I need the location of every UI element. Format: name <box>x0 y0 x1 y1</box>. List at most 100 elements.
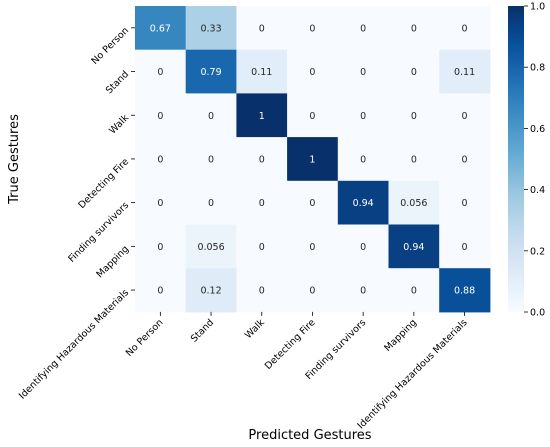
y-axis-title: True Gestures <box>7 114 22 205</box>
heatmap-cell <box>337 268 389 313</box>
cell-value-label: 0 <box>309 242 315 253</box>
cell-value-label: 0 <box>360 154 366 165</box>
cell-value-label: 0 <box>208 154 214 165</box>
x-tick-label: Mapping <box>382 317 419 354</box>
cell-value-label: 0 <box>259 286 265 297</box>
heatmap-cell <box>135 180 187 225</box>
colorbar-tick-label: 0.6 <box>530 124 545 135</box>
cell-value-label: 0 <box>411 286 417 297</box>
cell-value-label: 0 <box>309 111 315 122</box>
heatmap-cell <box>287 268 339 313</box>
heatmap-cell <box>287 137 339 182</box>
heatmap-cell <box>287 180 339 225</box>
cell-value-label: 0 <box>259 154 265 165</box>
heatmap-cell <box>337 224 389 269</box>
cell-value-label: 0.94 <box>403 242 424 253</box>
heatmap-cell <box>439 6 491 51</box>
cell-value-label: 0 <box>360 286 366 297</box>
colorbar-ticks: 0.0 0.2 0.4 0.6 0.8 1.0 <box>524 2 545 319</box>
cell-value-label: 0 <box>309 23 315 34</box>
cell-value-label: 0 <box>411 23 417 34</box>
y-tick-label: No Person <box>89 25 131 67</box>
heatmap-cell <box>337 137 389 182</box>
heatmap-cell <box>388 93 440 138</box>
heatmap-cell <box>135 268 187 313</box>
heatmap-cell <box>236 224 288 269</box>
cell-value-label: 0 <box>462 111 468 122</box>
x-tick-label: No Person <box>124 317 166 359</box>
heatmap-cell <box>439 93 491 138</box>
x-tick-label: Detecting Fire <box>263 317 318 372</box>
y-tick-label: Walk <box>107 112 131 136</box>
heatmap-cell <box>236 93 288 138</box>
cell-value-label: 0 <box>259 242 265 253</box>
heatmap-cell <box>337 180 389 225</box>
cell-value-label: 0 <box>157 198 163 209</box>
cell-value-label: 0 <box>208 111 214 122</box>
heatmap-cell <box>185 6 237 51</box>
heatmap-cell <box>236 137 288 182</box>
heatmap-cell <box>388 137 440 182</box>
cell-value-label: 0 <box>360 67 366 78</box>
cell-value-label: 0 <box>462 198 468 209</box>
heatmap-cell <box>135 49 187 94</box>
heatmap-cell <box>439 49 491 94</box>
heatmap-cell <box>185 268 237 313</box>
heatmap-cell <box>287 49 339 94</box>
x-axis-title: Predicted Gestures <box>248 428 371 443</box>
cell-value-label: 0 <box>462 23 468 34</box>
colorbar-tick-label: 0.8 <box>530 63 545 74</box>
cell-value-label: 0 <box>157 111 163 122</box>
cell-value-label: 0 <box>462 242 468 253</box>
heatmap-cell <box>388 49 440 94</box>
cell-value-label: 0 <box>157 67 163 78</box>
heatmap-cell <box>287 93 339 138</box>
y-tick-label: Mapping <box>95 244 132 281</box>
cell-value-label: 0.11 <box>251 67 272 78</box>
heatmap-cell <box>185 137 237 182</box>
heatmap-cell <box>439 268 491 313</box>
cell-value-label: 1 <box>309 154 315 165</box>
heatmap-cell <box>135 224 187 269</box>
heatmap-cell <box>236 180 288 225</box>
cell-value-label: 0 <box>309 286 315 297</box>
heatmap-cell <box>439 224 491 269</box>
heatmap-cell <box>388 6 440 51</box>
heatmap-cell <box>337 93 389 138</box>
heatmap-cell <box>185 49 237 94</box>
cell-value-label: 0 <box>309 198 315 209</box>
cell-value-label: 0 <box>462 154 468 165</box>
cell-value-label: 1 <box>259 111 265 122</box>
x-tick-label: Walk <box>243 317 267 341</box>
heatmap-cell <box>135 6 187 51</box>
x-tick-label: Identifying Hazardous Materials <box>355 317 469 431</box>
cell-value-label: 0 <box>360 23 366 34</box>
heatmap-cell <box>337 49 389 94</box>
heatmap-cell <box>439 137 491 182</box>
y-tick-label: Identifying Hazardous Materials <box>17 287 131 401</box>
colorbar-tick-label: 0.0 <box>530 308 545 319</box>
heatmap-cell <box>287 224 339 269</box>
heatmap-cell <box>388 224 440 269</box>
cell-value-label: 0.79 <box>200 67 221 78</box>
heatmap-cell <box>185 224 237 269</box>
cell-value-label: 0.11 <box>454 67 475 78</box>
cell-value-label: 0 <box>157 242 163 253</box>
heatmap-cell <box>135 137 187 182</box>
cell-value-label: 0 <box>259 198 265 209</box>
cell-value-label: 0.67 <box>150 23 171 34</box>
heatmap-cell-labels: 0.67 0.33 0 0 0 0 0 0 0.79 0.11 0 0 0 0.11 0 0 1 0 0 0 0 0 0 0 1… <box>150 23 475 296</box>
cell-value-label: 0 <box>157 154 163 165</box>
cell-value-label: 0 <box>411 67 417 78</box>
colorbar-tick-label: 1.0 <box>530 2 545 13</box>
cell-value-label: 0.94 <box>353 198 374 209</box>
colorbar <box>508 6 524 312</box>
cell-value-label: 0 <box>208 198 214 209</box>
cell-value-label: 0.056 <box>400 198 427 209</box>
y-tick-label: Stand <box>104 69 131 96</box>
cell-value-label: 0 <box>411 111 417 122</box>
heatmap-cell <box>439 180 491 225</box>
cell-value-label: 0 <box>360 111 366 122</box>
